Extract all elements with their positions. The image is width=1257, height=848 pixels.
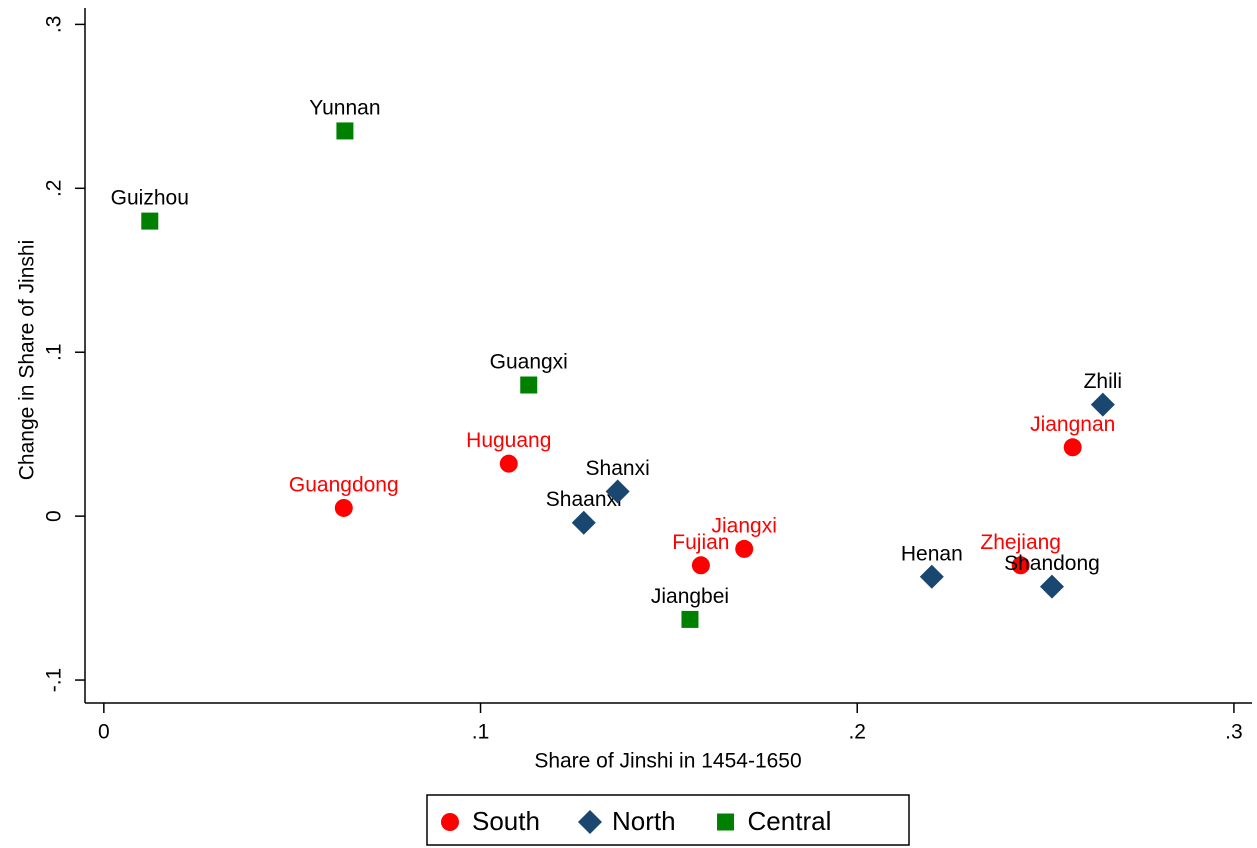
point: [1039, 574, 1064, 599]
y-tick-label: .3: [43, 16, 66, 34]
point: [571, 510, 596, 535]
point-label: Yunnan: [309, 96, 380, 119]
legend-label: North: [612, 806, 676, 836]
point: [499, 454, 518, 473]
x-tick-label: .1: [472, 721, 490, 744]
point: [336, 122, 354, 140]
legend-marker: [577, 810, 602, 834]
point: [141, 212, 159, 230]
legend-marker: [717, 813, 735, 831]
legend-label: South: [472, 806, 540, 836]
point-label: Guangxi: [490, 351, 568, 374]
point-label: Shandong: [1004, 552, 1100, 575]
point: [605, 479, 630, 504]
legend-marker: [441, 813, 459, 831]
point-label: Guangdong: [289, 473, 399, 496]
point-label: Zhejiang: [980, 531, 1061, 554]
x-tick-label: .3: [1225, 721, 1243, 744]
point: [1063, 438, 1082, 457]
point: [334, 498, 353, 517]
y-tick-label: .1: [43, 343, 66, 361]
y-tick-label: .2: [43, 180, 66, 198]
y-axis-label: Change in Share of Jinshi: [16, 240, 39, 481]
point: [681, 610, 699, 628]
point: [520, 376, 538, 394]
legend-box: [426, 794, 910, 846]
x-axis-label: Share of Jinshi in 1454-1650: [534, 750, 801, 773]
x-tick-label: .2: [848, 721, 866, 744]
x-tick-label: 0: [98, 721, 110, 744]
point: [1090, 392, 1115, 417]
point-label: Zhili: [1084, 370, 1123, 393]
point: [691, 556, 710, 575]
point-label: Shaanxi: [546, 488, 622, 511]
y-tick-label: -.1: [43, 668, 66, 693]
point-label: Shanxi: [586, 457, 650, 480]
y-tick-label: 0: [43, 510, 66, 522]
point-label: Henan: [901, 542, 963, 565]
point: [735, 539, 754, 558]
point: [1011, 556, 1030, 575]
point-label: Guizhou: [111, 187, 189, 210]
legend-label: Central: [748, 806, 832, 836]
point-label: Jiangbei: [651, 585, 729, 608]
point-label: Fujian: [672, 531, 729, 554]
point: [919, 564, 944, 589]
point-label: Huguang: [466, 429, 551, 452]
point-label: Jiangnan: [1030, 413, 1115, 436]
point-label: Jiangxi: [712, 514, 777, 537]
